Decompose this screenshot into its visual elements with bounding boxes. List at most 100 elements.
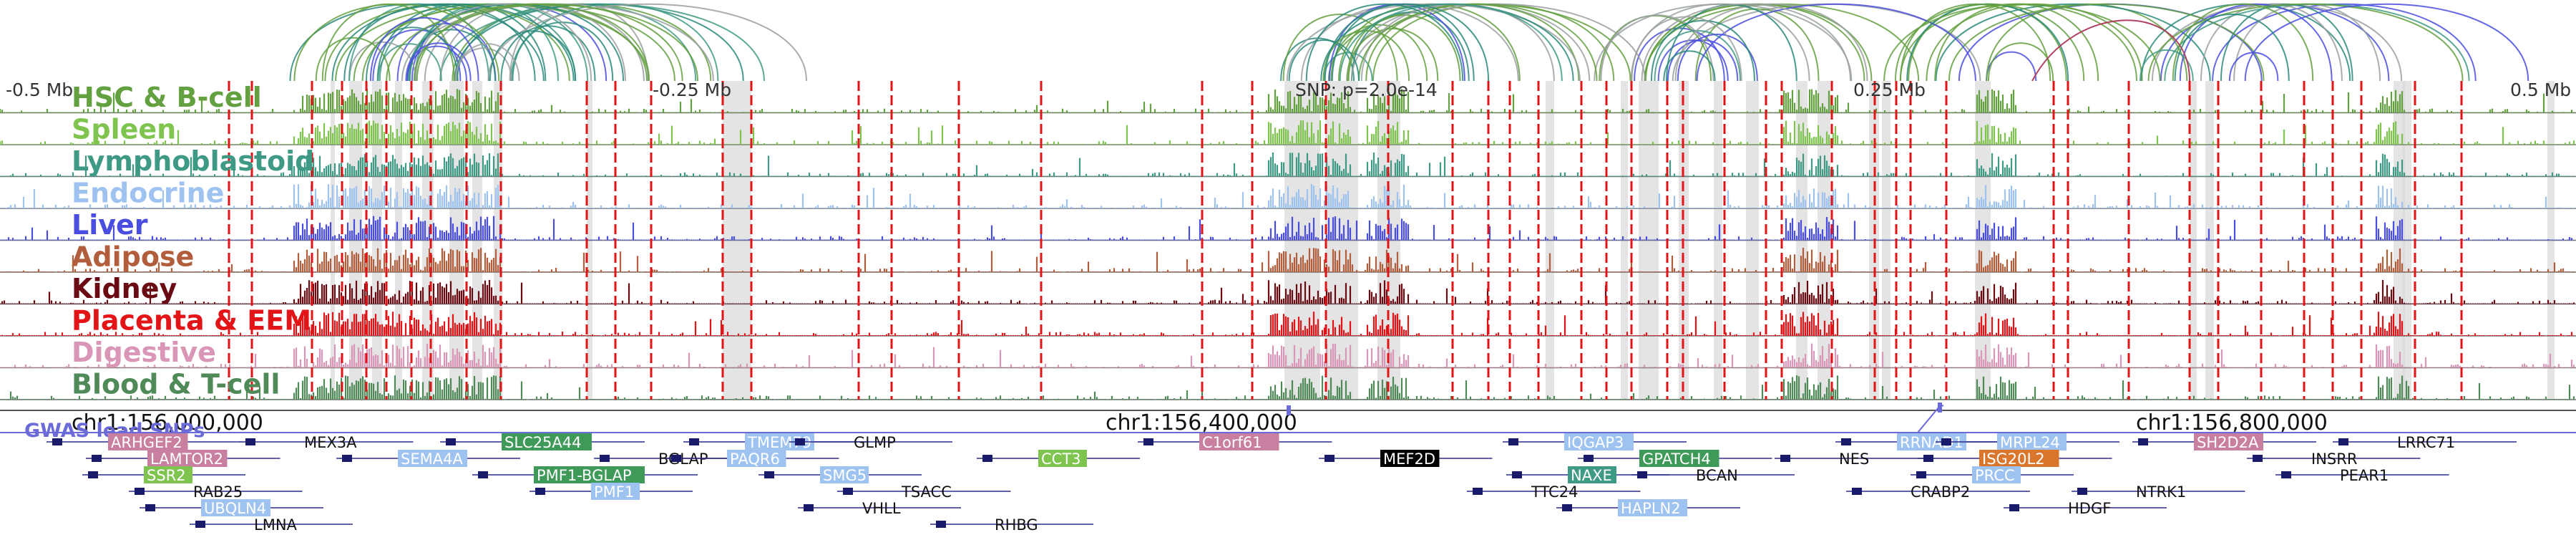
gene-name: ISG20L2 [1982, 450, 2045, 468]
loop-arc [1305, 3, 1464, 82]
gwas-snp-marker [1287, 405, 1291, 415]
gene-name: GLMP [854, 434, 896, 451]
loop-arc [1986, 51, 2037, 82]
gene-name: RAB25 [193, 483, 243, 501]
loop-arc [1282, 14, 1398, 82]
gene-name: PMF1-BGLAP [537, 467, 632, 484]
loop-arc [1600, 14, 1714, 82]
gene-annotations: ARHGEF2 MEX3A SLC25A44 TMEM79 GLMP C1orf61 IQG… [47, 433, 2517, 534]
gene-exon [843, 488, 853, 495]
gene-exon [1473, 488, 1483, 495]
loop-arc [2139, 49, 2194, 82]
gene-highlight [502, 433, 592, 450]
loop-arc [1987, 42, 2054, 82]
gene-highlight [534, 466, 645, 483]
gene-name: SLC25A44 [504, 434, 582, 451]
gene-name: TTC24 [1531, 483, 1578, 501]
gene-name: INSRR [2311, 450, 2357, 468]
signal-tracks [0, 88, 2576, 400]
loop-arc [1365, 3, 1580, 82]
gene-name: TSACC [901, 483, 952, 501]
genomic-position-3: chr1:156,800,000 [2136, 410, 2328, 435]
gene-name: ARHGEF2 [111, 434, 182, 451]
gene-highlight [1639, 450, 1719, 467]
gene-name: NAXE [1571, 467, 1612, 484]
track-label: Adipose [72, 241, 194, 273]
genomic-position-2: chr1:156,400,000 [1106, 410, 1297, 435]
axis-midright-label: 0.25 Mb [1853, 79, 1926, 100]
gene-highlight [108, 433, 188, 450]
gene-exon [1584, 455, 1594, 462]
gene-exon [2253, 455, 2263, 462]
loop-arc [331, 3, 575, 82]
gene-name: MRPL24 [2000, 434, 2060, 451]
loop-arc [2220, 3, 2353, 82]
genomic-axis: chr1:156,000,000 chr1:156,400,000 chr1:1… [0, 402, 2576, 442]
gene-name: PEAR1 [2340, 467, 2389, 484]
gene-name: HDGF [2068, 500, 2111, 517]
gene-exon [145, 504, 155, 511]
gene-name: SMG5 [823, 467, 867, 484]
loop-arc [1663, 50, 1716, 82]
gene-name: PRCC [1975, 467, 2015, 484]
loop-arc [2031, 19, 2190, 82]
gene-highlight [1568, 466, 1616, 483]
loop-arc [2179, 3, 2333, 82]
gene-exon [804, 504, 814, 511]
gene-exon [1916, 471, 1926, 478]
gene-highlight [1038, 450, 1087, 467]
axis-left-label: -0.5 Mb [6, 79, 73, 100]
loop-arc [414, 3, 592, 82]
gene-exon [2138, 438, 2148, 445]
relative-axis: -0.5 Mb -0.25 Mb SNP: p=2.0e-14 0.25 Mb … [6, 79, 2571, 100]
gene-name: CCT3 [1041, 450, 1081, 468]
loop-arc [489, 30, 577, 82]
loop-arc [405, 42, 472, 82]
gene-exon [689, 438, 699, 445]
loop-arc [1347, 14, 1461, 82]
loop-arc [1350, 3, 1646, 82]
gene-exon [1637, 471, 1647, 478]
gene-highlight [1997, 433, 2067, 450]
loop-arc [1696, 3, 1976, 82]
axis-midleft-label: -0.25 Mb [653, 79, 731, 100]
loop-arc [487, 3, 808, 82]
gene-highlight [201, 499, 270, 516]
loop-arc [377, 43, 442, 82]
red-dashed-markers [228, 81, 2463, 400]
loop-arc [1339, 3, 1563, 82]
gene-exon [795, 438, 805, 445]
gene-name: BGLAP [658, 450, 708, 468]
gene-name: SH2D2A [2197, 434, 2259, 451]
track-label: Lymphoblastoid [72, 145, 314, 177]
gene-exon [1780, 455, 1790, 462]
gene-highlight [1972, 466, 2021, 483]
gene-exon [52, 438, 62, 445]
gene-exon [2281, 471, 2291, 478]
gene-exon [2009, 504, 2019, 511]
track-signal [0, 184, 2575, 208]
gene-highlight [1618, 499, 1687, 516]
gene-highlight [1564, 433, 1634, 450]
gene-name: LRRC71 [2397, 434, 2455, 451]
loop-arc [348, 41, 417, 82]
loop-arc [1594, 3, 1853, 82]
gene-exon [2338, 438, 2348, 445]
track-label: Liver [72, 209, 148, 241]
loop-arc [2147, 3, 2464, 82]
gene-highlight [1199, 433, 1279, 450]
gene-exon [2077, 488, 2087, 495]
loop-arc [315, 37, 391, 82]
gene-name: MEX3A [304, 434, 357, 451]
loop-arc [1677, 34, 1758, 82]
loop-arc [372, 29, 462, 82]
gene-exon [764, 471, 774, 478]
gene-name: GPATCH4 [1642, 450, 1711, 468]
gene-exon [600, 455, 610, 462]
gene-exon [1852, 488, 1862, 495]
gene-highlight [591, 483, 640, 500]
gene-name: PAQR6 [730, 450, 780, 468]
gene-name: VHLL [862, 500, 901, 517]
gene-exon [982, 455, 992, 462]
